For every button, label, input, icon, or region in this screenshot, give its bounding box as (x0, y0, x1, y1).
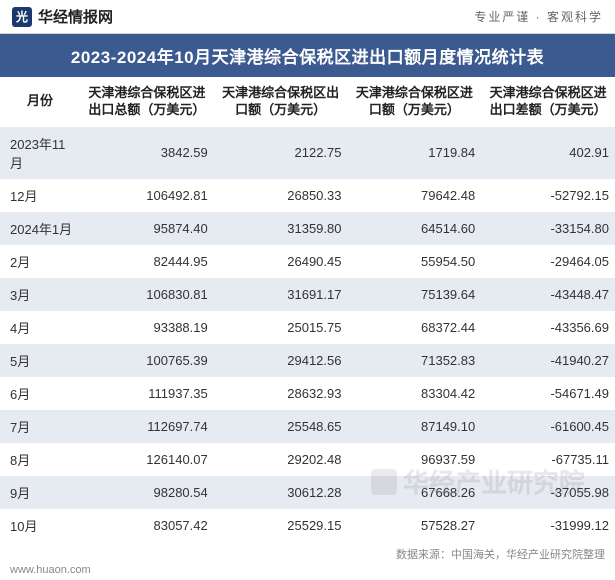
cell-month: 4月 (0, 311, 80, 344)
table-row: 2024年1月95874.4031359.8064514.60-33154.80 (0, 212, 615, 245)
cell-value: 3842.59 (80, 127, 214, 179)
col-balance: 天津港综合保税区进出口差额（万美元） (481, 77, 615, 127)
cell-value: 83057.42 (80, 509, 214, 542)
cell-value: 87149.10 (348, 410, 482, 443)
cell-value: 126140.07 (80, 443, 214, 476)
cell-value: 112697.74 (80, 410, 214, 443)
cell-month: 8月 (0, 443, 80, 476)
cell-value: 29202.48 (214, 443, 348, 476)
table-row: 4月93388.1925015.7568372.44-43356.69 (0, 311, 615, 344)
cell-value: 1719.84 (348, 127, 482, 179)
cell-value: 31691.17 (214, 278, 348, 311)
table-row: 5月100765.3929412.5671352.83-41940.27 (0, 344, 615, 377)
cell-value: 106492.81 (80, 179, 214, 212)
cell-value: -29464.05 (481, 245, 615, 278)
cell-value: 95874.40 (80, 212, 214, 245)
cell-value: 79642.48 (348, 179, 482, 212)
cell-value: 93388.19 (80, 311, 214, 344)
table-row: 6月111937.3528632.9383304.42-54671.49 (0, 377, 615, 410)
cell-value: 30612.28 (214, 476, 348, 509)
cell-value: -37055.98 (481, 476, 615, 509)
cell-value: 28632.93 (214, 377, 348, 410)
tagline: 专业严谨 · 客观科学 (474, 8, 603, 25)
logo-text: 华经情报网 (38, 6, 113, 27)
table-row: 2月82444.9526490.4555954.50-29464.05 (0, 245, 615, 278)
cell-value: -61600.45 (481, 410, 615, 443)
cell-month: 2月 (0, 245, 80, 278)
cell-value: 100765.39 (80, 344, 214, 377)
cell-value: 75139.64 (348, 278, 482, 311)
table-header-row: 月份 天津港综合保税区进出口总额（万美元） 天津港综合保税区出口额（万美元） 天… (0, 77, 615, 127)
data-table: 月份 天津港综合保税区进出口总额（万美元） 天津港综合保税区出口额（万美元） 天… (0, 77, 615, 542)
cell-value: -43356.69 (481, 311, 615, 344)
cell-value: 55954.50 (348, 245, 482, 278)
cell-value: 96937.59 (348, 443, 482, 476)
cell-value: 71352.83 (348, 344, 482, 377)
cell-month: 9月 (0, 476, 80, 509)
table-row: 3月106830.8131691.1775139.64-43448.47 (0, 278, 615, 311)
cell-value: -41940.27 (481, 344, 615, 377)
col-import: 天津港综合保税区进口额（万美元） (348, 77, 482, 127)
cell-value: 25548.65 (214, 410, 348, 443)
cell-month: 3月 (0, 278, 80, 311)
col-month: 月份 (0, 77, 80, 127)
cell-value: 25015.75 (214, 311, 348, 344)
table-row: 12月106492.8126850.3379642.48-52792.15 (0, 179, 615, 212)
logo-icon: 光 (12, 7, 32, 27)
table-row: 8月126140.0729202.4896937.59-67735.11 (0, 443, 615, 476)
cell-value: -54671.49 (481, 377, 615, 410)
col-total: 天津港综合保税区进出口总额（万美元） (80, 77, 214, 127)
cell-month: 10月 (0, 509, 80, 542)
table-row: 9月98280.5430612.2867668.26-37055.98 (0, 476, 615, 509)
cell-value: -43448.47 (481, 278, 615, 311)
cell-value: -52792.15 (481, 179, 615, 212)
cell-value: 25529.15 (214, 509, 348, 542)
logo: 光 华经情报网 (12, 6, 113, 27)
cell-value: 67668.26 (348, 476, 482, 509)
header-bar: 光 华经情报网 专业严谨 · 客观科学 (0, 0, 615, 34)
cell-value: 106830.81 (80, 278, 214, 311)
cell-value: 68372.44 (348, 311, 482, 344)
cell-value: 31359.80 (214, 212, 348, 245)
cell-value: -67735.11 (481, 443, 615, 476)
table-row: 2023年11月3842.592122.751719.84402.91 (0, 127, 615, 179)
cell-value: 57528.27 (348, 509, 482, 542)
cell-value: 82444.95 (80, 245, 214, 278)
cell-month: 2023年11月 (0, 127, 80, 179)
cell-month: 12月 (0, 179, 80, 212)
cell-value: -33154.80 (481, 212, 615, 245)
col-export: 天津港综合保税区出口额（万美元） (214, 77, 348, 127)
cell-value: 26850.33 (214, 179, 348, 212)
cell-month: 5月 (0, 344, 80, 377)
table-title: 2023-2024年10月天津港综合保税区进出口额月度情况统计表 (0, 34, 615, 77)
cell-month: 2024年1月 (0, 212, 80, 245)
footer-url: www.huaon.com (0, 564, 615, 580)
cell-value: 26490.45 (214, 245, 348, 278)
cell-value: 98280.54 (80, 476, 214, 509)
cell-value: -31999.12 (481, 509, 615, 542)
cell-month: 6月 (0, 377, 80, 410)
cell-value: 2122.75 (214, 127, 348, 179)
cell-value: 64514.60 (348, 212, 482, 245)
table-row: 7月112697.7425548.6587149.10-61600.45 (0, 410, 615, 443)
cell-month: 7月 (0, 410, 80, 443)
data-source: 数据来源：中国海关，华经产业研究院整理 (0, 542, 615, 564)
cell-value: 29412.56 (214, 344, 348, 377)
cell-value: 402.91 (481, 127, 615, 179)
cell-value: 83304.42 (348, 377, 482, 410)
cell-value: 111937.35 (80, 377, 214, 410)
table-row: 10月83057.4225529.1557528.27-31999.12 (0, 509, 615, 542)
